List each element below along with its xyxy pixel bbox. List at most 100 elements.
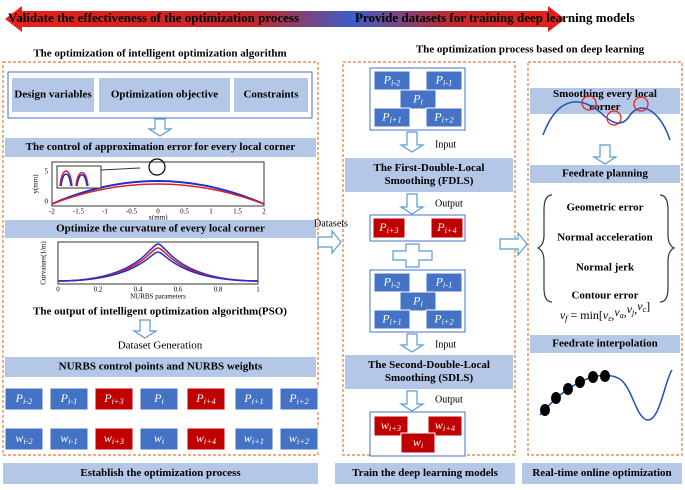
dot xyxy=(588,371,598,383)
input-text: Optimization objective xyxy=(111,89,218,101)
dot xyxy=(563,383,573,395)
input-text: Constraints xyxy=(243,89,299,101)
dot xyxy=(540,404,550,416)
tick-label: -2 xyxy=(49,208,55,216)
token-base: w xyxy=(381,418,389,432)
token-base: P xyxy=(383,72,392,86)
band-text: NURBS control points and NURBS weights xyxy=(59,361,263,373)
token-box xyxy=(373,107,411,128)
token-sub: i+4 xyxy=(445,226,457,235)
token-sub: i-2 xyxy=(391,280,400,289)
band-text: Optimize the curvature of every local co… xyxy=(56,223,265,235)
token-sub: i-1 xyxy=(443,280,452,289)
token-base: P xyxy=(435,274,444,288)
axis-label: NURBS parameters xyxy=(130,293,186,301)
token-box xyxy=(425,107,463,128)
arrow xyxy=(499,231,528,257)
token-box xyxy=(49,427,89,451)
token-sub: i-1 xyxy=(68,397,77,406)
separator: , xyxy=(634,302,637,316)
token: Pi xyxy=(412,293,423,308)
token-base: w xyxy=(104,431,112,445)
token-sub: f xyxy=(565,314,569,323)
datasets-label: Datasets xyxy=(314,218,348,229)
token-base: P xyxy=(195,391,204,405)
tick-label: 0.6 xyxy=(174,286,183,294)
token-sub: i-1 xyxy=(443,78,452,87)
tick-label: 5 xyxy=(45,168,49,176)
arrow xyxy=(317,229,342,255)
formula-op: ] xyxy=(646,299,650,313)
tick-label: 0.8 xyxy=(214,286,223,294)
plus xyxy=(392,243,433,268)
band xyxy=(530,165,680,183)
token: Pi-2 xyxy=(383,72,401,87)
token: Pi+2 xyxy=(433,311,454,326)
band-text: Smoothing every local xyxy=(553,88,657,100)
tick-label: 0 xyxy=(45,198,49,206)
token: wi+3 xyxy=(381,418,401,433)
token-sub: i-2 xyxy=(23,397,32,406)
token-base: w xyxy=(196,431,204,445)
axis-label: Curvature(1/m) xyxy=(40,241,48,285)
dot xyxy=(575,376,585,388)
arrow xyxy=(131,319,159,339)
arrow xyxy=(146,118,174,137)
token: Pi+2 xyxy=(433,109,454,124)
curve xyxy=(57,247,259,282)
token-sub: i+2 xyxy=(442,317,454,326)
token-sub: i+3 xyxy=(387,226,399,235)
token: wi+3 xyxy=(104,431,124,446)
band xyxy=(345,355,513,389)
band-text: Feedrate interpolation xyxy=(552,338,657,350)
dot xyxy=(551,392,561,404)
token-box xyxy=(94,427,134,451)
arrow xyxy=(398,131,426,153)
pointer xyxy=(100,167,141,171)
token-sub: i-2 xyxy=(23,437,32,446)
flow-label: Output xyxy=(435,394,463,405)
band-text: The First-Double-Local xyxy=(374,162,485,174)
token-sub: i+3 xyxy=(389,424,401,433)
token: wi+2 xyxy=(289,431,309,446)
token-box xyxy=(139,427,179,451)
band xyxy=(5,138,316,157)
token-box xyxy=(427,415,463,437)
tick-label: 1.5 xyxy=(233,208,242,216)
token: wi+4 xyxy=(435,418,455,433)
token-base: P xyxy=(15,391,24,405)
token-box xyxy=(373,415,409,437)
token-base: P xyxy=(381,311,390,325)
header-text: Validate the effectiveness of the optimi… xyxy=(8,10,299,25)
token-sub: i+4 xyxy=(204,397,216,406)
section-text: The output of intelligent optimization a… xyxy=(33,306,287,318)
token: wi xyxy=(154,431,165,446)
token: Pi-1 xyxy=(60,391,78,406)
tick-label: -1.5 xyxy=(73,208,85,216)
tick-label: 0 xyxy=(56,286,60,294)
token: Pi+1 xyxy=(243,391,264,406)
token-box xyxy=(234,387,274,411)
tick-label: 0.4 xyxy=(134,286,143,294)
band-text: The Second-Double-Local xyxy=(368,359,490,371)
tick-label: 0 xyxy=(156,208,160,216)
token-sub: i-1 xyxy=(68,437,77,446)
constraint-text: Geometric error xyxy=(566,202,643,214)
curve xyxy=(60,173,88,187)
token-box xyxy=(49,387,89,411)
tick-label: 0.5 xyxy=(180,208,189,216)
formula-op: = min[ xyxy=(570,308,602,322)
token-sub: i+2 xyxy=(442,115,454,124)
highlight xyxy=(633,96,649,112)
token-sub: i+1 xyxy=(390,115,402,124)
band xyxy=(530,335,680,353)
token-base: P xyxy=(433,109,442,123)
curve xyxy=(57,251,259,282)
arrow xyxy=(398,333,426,353)
band-text: Smoothing (SDLS) xyxy=(385,372,474,384)
token: wi xyxy=(413,435,424,450)
token-box xyxy=(373,309,411,330)
token-base: v xyxy=(560,308,566,322)
token-sub: i+1 xyxy=(252,437,264,446)
highlight xyxy=(606,110,622,126)
